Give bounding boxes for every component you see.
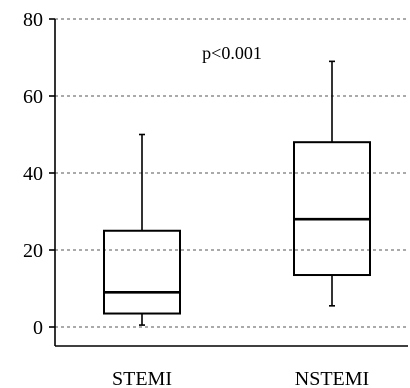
category-labels: STEMI NSTEMI bbox=[112, 368, 369, 388]
y-tick-label-60: 60 bbox=[23, 86, 43, 108]
box-stemi bbox=[103, 133, 181, 326]
p-value-annotation: p<0.001 bbox=[202, 43, 262, 63]
y-tick-label-0: 0 bbox=[33, 317, 43, 339]
category-label-nstemi: NSTEMI bbox=[295, 368, 369, 388]
category-label-stemi: STEMI bbox=[112, 368, 172, 388]
y-tick-label-80: 80 bbox=[23, 9, 43, 31]
grid-lines bbox=[55, 18, 408, 328]
box-nstemi bbox=[293, 60, 371, 307]
boxes bbox=[103, 60, 371, 326]
iqr-box bbox=[293, 141, 371, 277]
y-tick-label-20: 20 bbox=[23, 240, 43, 262]
y-tick-label-40: 40 bbox=[23, 163, 43, 185]
y-ticks: 0 20 40 60 80 bbox=[23, 9, 55, 339]
axes bbox=[54, 19, 408, 347]
iqr-box bbox=[103, 229, 181, 315]
